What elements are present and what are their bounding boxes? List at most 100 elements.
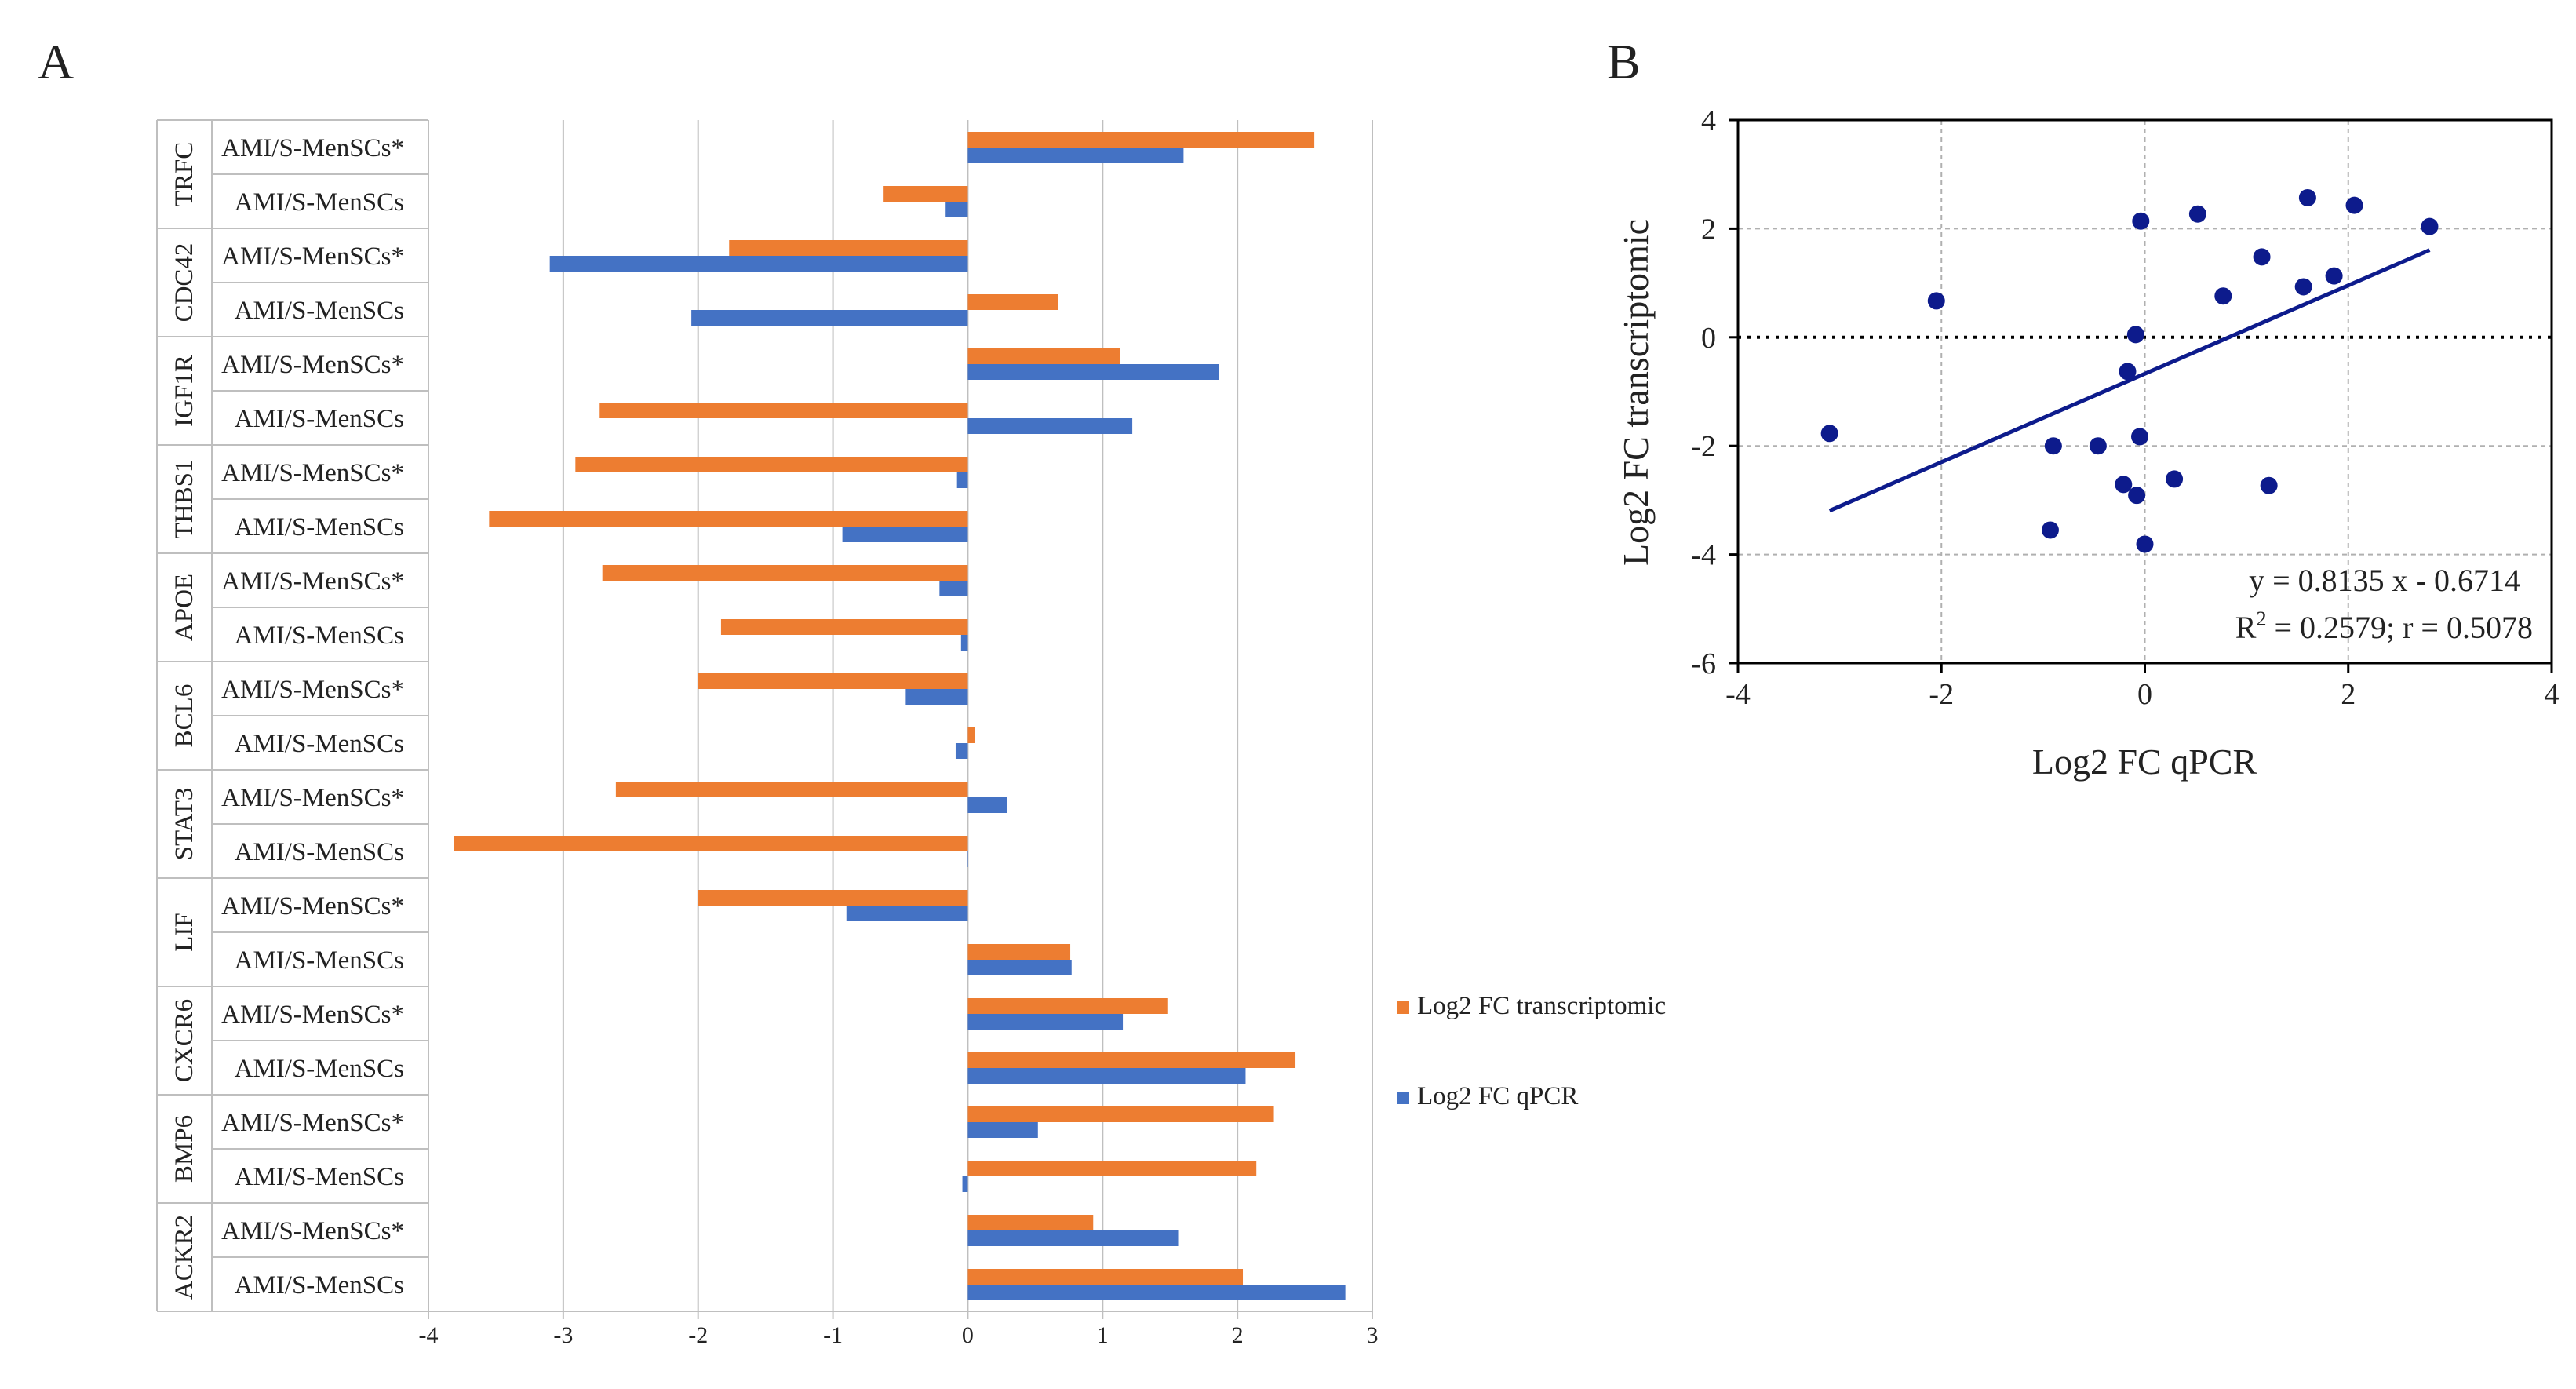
bar-qpcr <box>967 418 1133 434</box>
bar-chart-panel-a: TRFC AMI/S-MenSCs* AMI/S-MenSCs CDC42 AMI/S-… <box>156 119 1666 1348</box>
scatter-point <box>2131 428 2149 446</box>
bar-transcriptomic <box>967 1052 1296 1068</box>
scatter-point <box>2126 326 2144 344</box>
bar-qpcr <box>967 1014 1124 1030</box>
x-tick-label: 2 <box>2341 678 2356 711</box>
x-tick-label: 2 <box>1232 1322 1244 1348</box>
bar-transcriptomic <box>967 348 1120 364</box>
plot-frame <box>1736 118 2553 665</box>
y-tick-label: -4 <box>1691 539 1716 572</box>
row-label: AMI/S-MenSCs* <box>221 134 404 162</box>
gene-label: BCL6 <box>170 684 199 748</box>
panel-a-letter: A <box>38 34 74 89</box>
row-label: AMI/S-MenSCs <box>235 297 404 325</box>
bar-transcriptomic <box>698 673 968 689</box>
bar-transcriptomic <box>967 998 1168 1014</box>
bar-qpcr <box>956 472 968 488</box>
bar-transcriptomic <box>454 836 968 851</box>
scatter-point <box>1927 292 1945 310</box>
row-label: AMI/S-MenSCs <box>235 622 404 650</box>
scatter-x-axis-title: Log2 FC qPCR <box>2032 742 2257 782</box>
bar-transcriptomic <box>489 511 968 527</box>
row-label: AMI/S-MenSCs <box>235 1055 404 1083</box>
scatter-point <box>2294 278 2312 296</box>
row-label: AMI/S-MenSCs <box>235 1271 404 1300</box>
bar-transcriptomic <box>575 457 968 472</box>
scatter-point <box>2325 267 2343 285</box>
r2-prefix: R <box>2235 610 2257 645</box>
y-tick-label: 4 <box>1701 104 1716 137</box>
bar-qpcr <box>967 148 1184 163</box>
scatter-point <box>2044 437 2062 455</box>
row-label: AMI/S-MenSCs* <box>221 784 404 812</box>
scatter-point <box>2188 205 2206 223</box>
scatter-point <box>2166 470 2184 488</box>
row-label: AMI/S-MenSCs* <box>221 892 404 921</box>
x-tick-label: -2 <box>688 1322 708 1348</box>
row-label: AMI/S-MenSCs <box>235 188 404 217</box>
bar-transcriptomic <box>967 132 1315 148</box>
bar-transcriptomic <box>698 890 968 906</box>
bar-transcriptomic <box>615 782 968 797</box>
bar-qpcr <box>967 364 1219 380</box>
scatter-point <box>1820 425 1838 443</box>
bar-qpcr <box>967 1285 1346 1300</box>
bar-transcriptomic <box>967 1161 1257 1176</box>
row-label: AMI/S-MenSCs <box>235 1163 404 1191</box>
scatter-point <box>2345 196 2363 214</box>
y-tick-label: -2 <box>1691 430 1716 463</box>
scatter-point <box>2089 437 2107 455</box>
x-tick-label: 4 <box>2545 678 2560 711</box>
x-tick-label: 3 <box>1367 1322 1379 1348</box>
bar-transcriptomic <box>967 294 1058 310</box>
row-label: AMI/S-MenSCs* <box>221 567 404 596</box>
gene-label: CDC42 <box>170 243 199 323</box>
bar-qpcr <box>846 906 968 921</box>
row-label: AMI/S-MenSCs <box>235 730 404 758</box>
gene-label: THBS1 <box>170 460 199 539</box>
gene-label: STAT3 <box>170 788 199 861</box>
bar-qpcr <box>967 1068 1246 1084</box>
legend-label-transcriptomic: Log2 FC transcriptomic <box>1417 992 1666 1020</box>
scatter-point <box>2128 487 2146 505</box>
scatter-point <box>2253 248 2271 266</box>
x-tick-label: -2 <box>1929 678 1954 711</box>
y-tick-label: 0 <box>1701 322 1716 355</box>
row-label: AMI/S-MenSCs* <box>221 1109 404 1137</box>
scatter-point <box>2119 363 2137 381</box>
row-label: AMI/S-MenSCs* <box>221 1217 404 1245</box>
y-tick-label: -6 <box>1691 647 1716 680</box>
row-label: AMI/S-MenSCs <box>235 405 404 433</box>
row-label: AMI/S-MenSCs* <box>221 459 404 487</box>
bar-chart-category-labels: TRFC AMI/S-MenSCs* AMI/S-MenSCs CDC42 AMI/S-… <box>156 119 428 1312</box>
x-tick-label: -1 <box>823 1322 843 1348</box>
scatter-plot-frame <box>1729 118 2553 673</box>
x-tick-label: -3 <box>553 1322 573 1348</box>
bar-qpcr <box>967 960 1072 975</box>
bar-qpcr <box>939 581 968 596</box>
r2-values: = 0.2579; r = 0.5078 <box>2266 610 2533 645</box>
x-tick-label: -4 <box>419 1322 439 1348</box>
legend-swatch-qpcr <box>1397 1092 1409 1104</box>
row-label: AMI/S-MenSCs* <box>221 351 404 379</box>
bar-qpcr <box>967 851 968 867</box>
bar-qpcr <box>945 202 968 217</box>
regression-line <box>1828 248 2431 513</box>
row-label: AMI/S-MenSCs* <box>221 676 404 704</box>
x-tick-label: 0 <box>962 1322 974 1348</box>
legend-label-qpcr: Log2 FC qPCR <box>1417 1082 1578 1110</box>
gene-label: BMP6 <box>170 1115 199 1183</box>
row-label: AMI/S-MenSCs <box>235 946 404 975</box>
panel-b-letter: B <box>1607 34 1641 89</box>
scatter-point <box>2041 521 2059 539</box>
scatter-chart-panel-b: -4 -2 0 2 4 4 2 0 -2 -4 -6 Log2 FC qPCR Log2 FC tr… <box>1616 104 2560 782</box>
bar-qpcr <box>960 635 968 651</box>
gene-label: CXCR6 <box>170 999 199 1082</box>
bar-qpcr <box>842 527 968 542</box>
bar-transcriptomic <box>720 619 968 635</box>
bar-transcriptomic <box>729 240 968 256</box>
bar-chart-x-axis: -4 -3 -2 -1 0 1 2 3 <box>419 1311 1379 1348</box>
gene-label: ACKR2 <box>170 1215 199 1300</box>
bar-transcriptomic <box>967 1106 1274 1122</box>
